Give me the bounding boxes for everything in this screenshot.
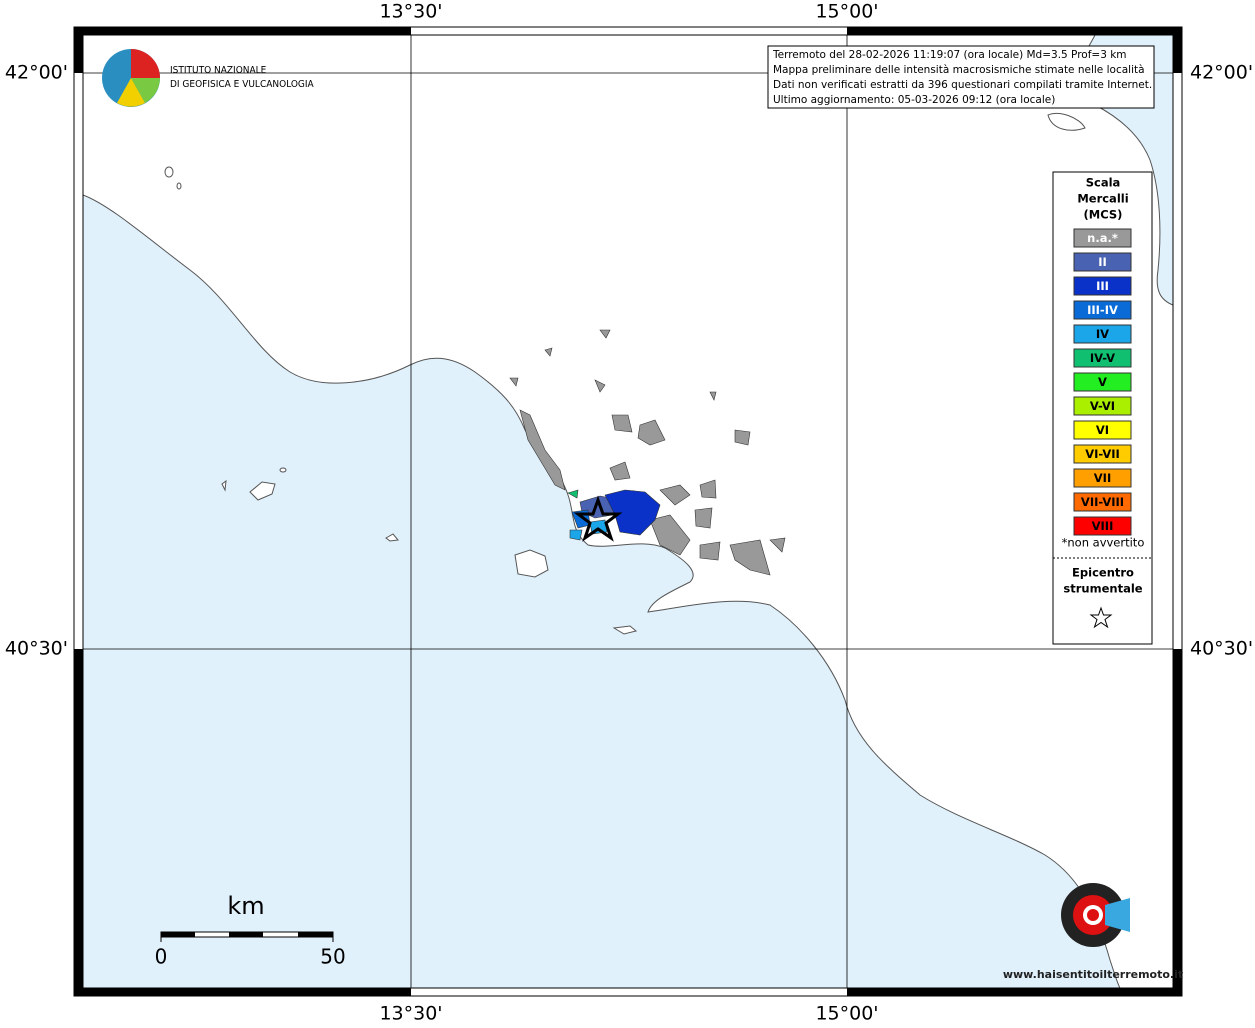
legend-label: VI [1096, 423, 1109, 437]
scale-end: 50 [320, 945, 345, 969]
sea [82, 194, 1121, 989]
legend-label: III-IV [1087, 303, 1118, 317]
legend-swatch [1073, 276, 1132, 296]
legend-label: n.a.* [1087, 231, 1118, 245]
legend-epicenter: Epicentro [1072, 566, 1134, 580]
island [1047, 113, 1086, 131]
legend-swatch [1073, 468, 1132, 488]
logo-text: DI GEOFISICA E VULCANOLOGIA [170, 79, 315, 90]
legend-swatch [1073, 228, 1132, 248]
legend-swatch [1073, 420, 1132, 440]
legend-swatch [1073, 300, 1132, 320]
legend-title: Scala [1086, 176, 1121, 190]
legend-label: II [1098, 255, 1107, 269]
info-box [767, 45, 1155, 109]
legend-star [1089, 606, 1113, 629]
legend-label: VII [1094, 471, 1111, 485]
scale-start: 0 [155, 945, 168, 969]
legend-label: V [1098, 375, 1107, 389]
legend-swatch [1073, 396, 1132, 416]
lon-label: 15°00' [815, 1, 878, 23]
legend-label: VIII [1092, 519, 1114, 533]
legend-swatch [1073, 492, 1132, 512]
legend-title: (MCS) [1084, 208, 1123, 222]
legend-swatch [1073, 252, 1132, 272]
lon-label: 15°00' [815, 1003, 878, 1025]
legend-label: VI-VII [1085, 447, 1120, 461]
info-line: Dati non verificati estratti da 396 ques… [773, 79, 1152, 91]
scale-bar: km 0 50 [155, 892, 346, 969]
legend-title: Mercalli [1077, 192, 1128, 206]
info-line: Mappa preliminare delle intensità macros… [773, 64, 1145, 76]
lon-label: 13°30' [379, 1, 442, 23]
lat-label: 42°00' [5, 62, 68, 84]
legend-label: VII-VIII [1081, 495, 1124, 509]
ingv-logo: ISTITUTO NAZIONALE DI GEOFISICA E VULCAN… [102, 49, 315, 107]
legend-swatch [1073, 516, 1132, 536]
legend-label: V-VI [1090, 399, 1115, 413]
legend-label: IV [1096, 327, 1109, 341]
lon-label: 13°30' [379, 1003, 442, 1025]
info-line: Ultimo aggiornamento: 05-03-2026 09:12 (… [773, 94, 1055, 106]
legend-label: III [1096, 279, 1109, 293]
legend-swatch [1073, 348, 1132, 368]
legend: ScalaMercalli(MCS)n.a.*IIIIIIII-IVIVIV-V… [1053, 176, 1152, 629]
legend-note: *non avvertito [1062, 536, 1145, 550]
lat-label: 42°00' [1190, 62, 1253, 84]
islands [164, 166, 638, 635]
scale-unit: km [227, 892, 264, 920]
info-lines: Terremoto del 28-02-2026 11:19:07 (ora l… [772, 49, 1152, 106]
legend-swatch [1073, 444, 1132, 464]
legend-label: IV-V [1090, 351, 1115, 365]
legend-swatch [1073, 372, 1132, 392]
legend-epicenter: strumentale [1063, 582, 1142, 596]
frame [73, 26, 1183, 997]
legend-swatch [1073, 324, 1132, 344]
badge: www.haisentitoilterremoto.it [1003, 883, 1183, 981]
info-line: Terremoto del 28-02-2026 11:19:07 (ora l… [772, 49, 1127, 61]
epicenter-star [573, 495, 623, 542]
lat-label: 40°30' [1190, 638, 1253, 660]
badge-text: www.haisentitoilterremoto.it [1003, 968, 1183, 981]
logo-text: ISTITUTO NAZIONALE [170, 65, 267, 76]
lat-label: 40°30' [5, 638, 68, 660]
